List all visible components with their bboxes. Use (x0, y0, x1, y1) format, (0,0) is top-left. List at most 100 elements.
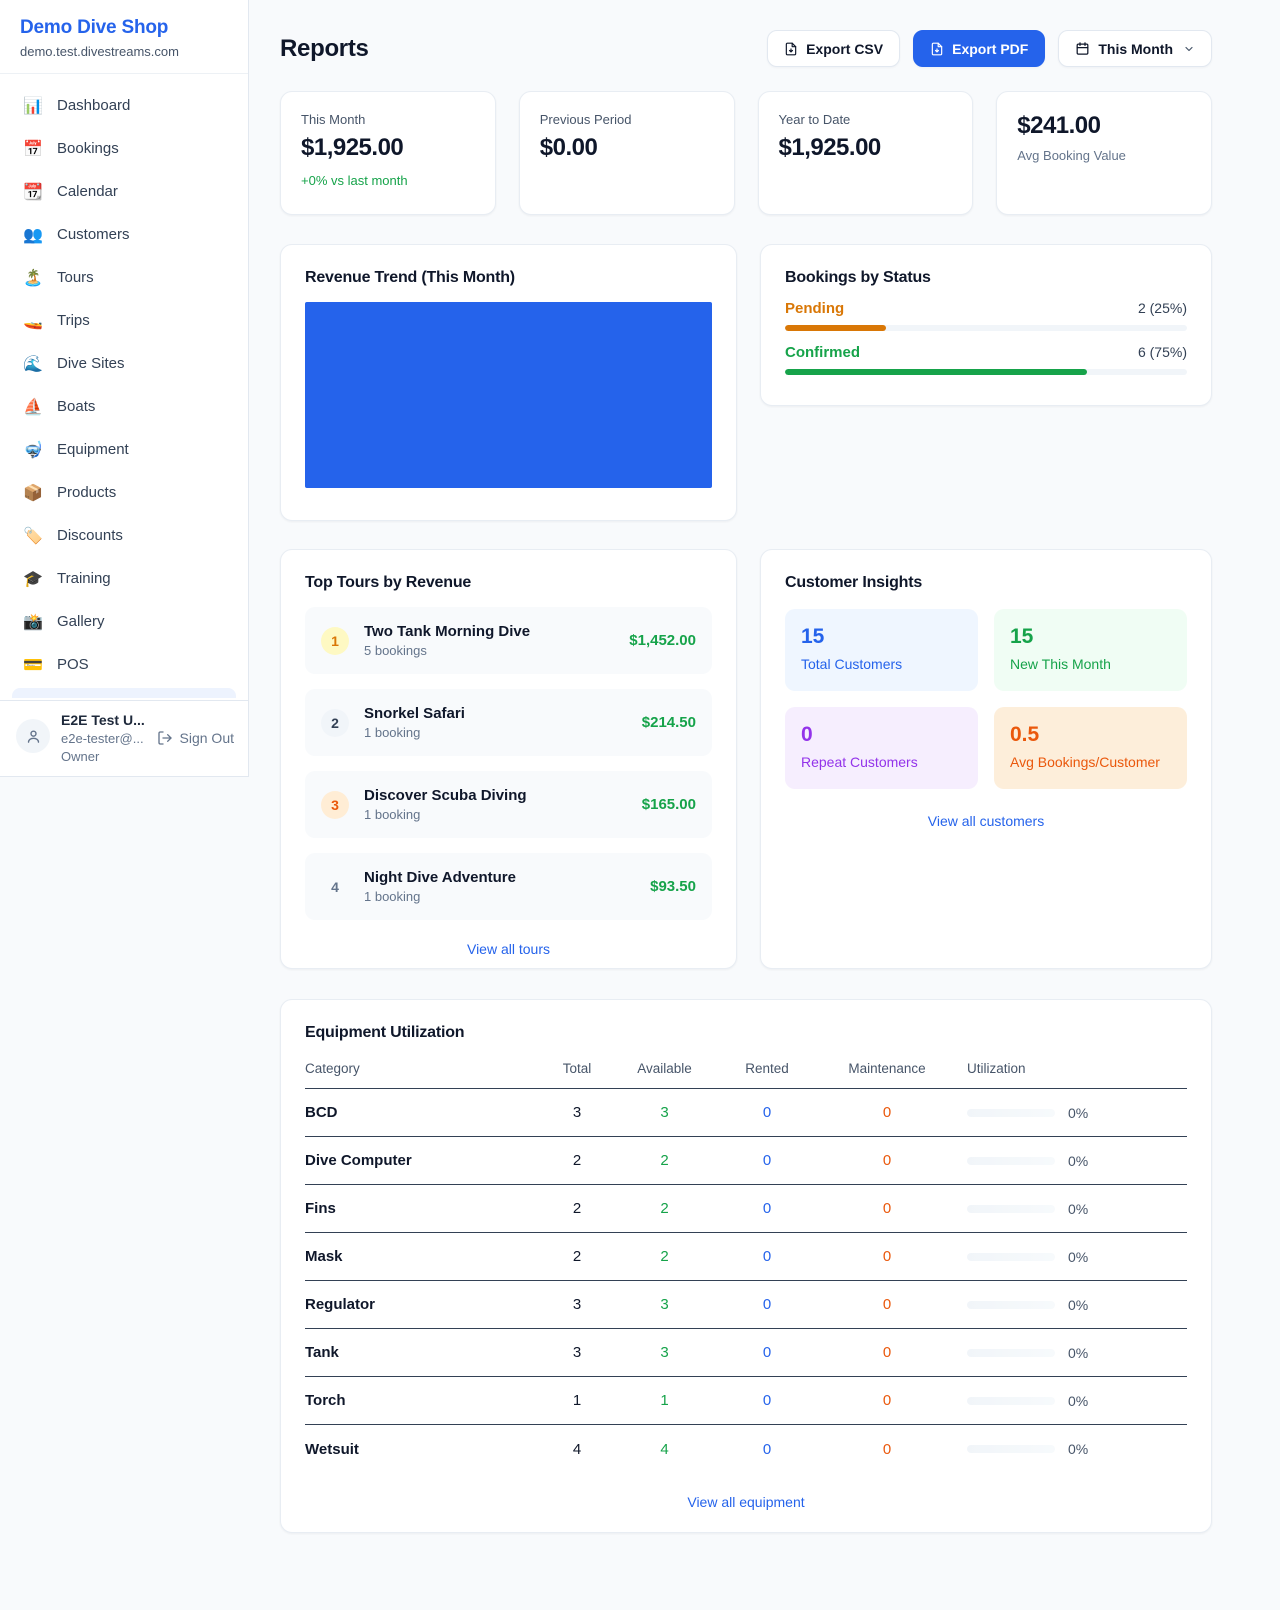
tour-name: Snorkel Safari (364, 705, 465, 722)
sign-out-button[interactable]: Sign Out (157, 730, 234, 746)
cell-utilization: 0% (957, 1393, 1187, 1409)
customer-insights-card: Customer Insights 15 Total Customers 15 … (760, 549, 1212, 969)
sidebar-item-discounts[interactable]: 🏷️ Discounts (12, 514, 236, 557)
period-label: This Month (1098, 40, 1173, 57)
view-all-tours-link[interactable]: View all tours (466, 941, 550, 957)
cell-available: 2 (660, 1200, 669, 1217)
tile-new-this-month: 15 New This Month (994, 609, 1187, 691)
sidebar-item-tours[interactable]: 🏝️ Tours (12, 256, 236, 299)
island-icon: 🏝️ (23, 268, 43, 287)
status-row-pending: Pending 2 (25%) (785, 300, 1187, 331)
sidebar-item-dashboard[interactable]: 📊 Dashboard (12, 84, 236, 127)
period-select[interactable]: This Month (1058, 30, 1212, 67)
sidebar-item-calendar[interactable]: 📆 Calendar (12, 170, 236, 213)
tile-value: 0.5 (1010, 723, 1040, 746)
table-row: Mask 2 2 0 0 0% (305, 1233, 1187, 1281)
sidebar-item-gallery[interactable]: 📸 Gallery (12, 600, 236, 643)
stat-value: $1,925.00 (301, 134, 404, 161)
stat-value: $241.00 (1017, 112, 1101, 139)
cell-category: Regulator (305, 1296, 376, 1313)
user-email: e2e-tester@... (61, 731, 144, 746)
cell-category: Torch (305, 1392, 346, 1409)
top-tours-card: Top Tours by Revenue 1 Two Tank Morning … (280, 549, 737, 969)
sidebar-item-products[interactable]: 📦 Products (12, 471, 236, 514)
rank-badge: 1 (321, 626, 349, 655)
label-tag-icon: 🏷️ (23, 526, 43, 545)
sidebar-item-boats[interactable]: ⛵ Boats (12, 385, 236, 428)
sidebar-item-label: Discounts (57, 527, 123, 544)
tile-label: Total Customers (801, 656, 903, 672)
utilization-bar (967, 1396, 1055, 1405)
tour-bookings: 5 bookings (364, 643, 427, 658)
sidebar-item-reports-partial[interactable] (12, 688, 236, 698)
cell-rented: 0 (762, 1152, 772, 1169)
export-pdf-label: Export PDF (952, 40, 1029, 57)
stat-card-avg-booking-value: $241.00 Avg Booking Value (996, 91, 1212, 215)
tile-label: Repeat Customers (801, 754, 918, 770)
cell-category: Mask (305, 1248, 343, 1265)
tour-name: Discover Scuba Diving (364, 787, 527, 804)
sidebar-item-trips[interactable]: 🚤 Trips (12, 299, 236, 342)
tour-revenue: $93.50 (650, 878, 696, 895)
export-csv-button[interactable]: Export CSV (767, 30, 901, 67)
rank-badge: 3 (321, 790, 349, 819)
cell-rented: 0 (762, 1440, 772, 1458)
tour-name: Night Dive Adventure (364, 869, 516, 886)
sidebar-item-equipment[interactable]: 🤿 Equipment (12, 428, 236, 471)
cell-utilization: 0% (957, 1249, 1187, 1265)
calendar-icon (1076, 42, 1089, 55)
revenue-trend-card: Revenue Trend (This Month) (280, 244, 737, 521)
rank-badge: 4 (331, 878, 339, 895)
sidebar-user-footer: E2E Test U... e2e-tester@... Owner Sign … (0, 700, 248, 776)
rank-badge: 2 (321, 708, 349, 737)
sidebar-item-label: Training (57, 570, 111, 587)
cell-rented: 0 (762, 1104, 772, 1121)
utilization-bar (967, 1445, 1055, 1453)
status-bar-fill (785, 325, 886, 331)
tile-repeat-customers: 0 Repeat Customers (785, 707, 978, 789)
cell-total: 1 (572, 1392, 582, 1409)
export-pdf-button[interactable]: Export PDF (913, 30, 1046, 67)
utilization-percent: 0% (1068, 1392, 1089, 1409)
sidebar-item-label: Equipment (57, 441, 129, 458)
sidebar-item-customers[interactable]: 👥 Customers (12, 213, 236, 256)
sidebar-item-dive-sites[interactable]: 🌊 Dive Sites (12, 342, 236, 385)
status-count: 2 (25%) (1137, 300, 1187, 316)
table-row: Wetsuit 4 4 0 0 0% (305, 1425, 1187, 1473)
cell-rented: 0 (762, 1392, 772, 1409)
sidebar-item-label: Gallery (57, 613, 105, 630)
sign-out-label: Sign Out (179, 730, 234, 746)
customer-insights-title: Customer Insights (785, 574, 923, 591)
calendar-date-icon: 📅 (23, 139, 43, 158)
stat-card-year-to-date: Year to Date $1,925.00 (757, 91, 974, 215)
stat-value: $1,925.00 (778, 134, 882, 161)
cell-category: Fins (305, 1200, 336, 1217)
cell-available: 3 (660, 1344, 669, 1361)
view-all-customers-link[interactable]: View all customers (927, 813, 1045, 829)
sailboat-icon: ⛵ (23, 397, 43, 416)
file-download-icon (931, 42, 943, 55)
tile-label: New This Month (1010, 656, 1111, 672)
table-header-row: Category Total Available Rented Maintena… (305, 1061, 1187, 1089)
tile-avg-bookings-customer: 0.5 Avg Bookings/Customer (994, 707, 1187, 789)
user-info: E2E Test U... e2e-tester@... Owner (61, 712, 145, 764)
avatar (16, 719, 50, 753)
tour-bookings: 1 booking (364, 725, 421, 740)
stat-label: This Month (301, 112, 366, 127)
table-row: Fins 2 2 0 0 0% (305, 1185, 1187, 1233)
sidebar-item-pos[interactable]: 💳 POS (12, 643, 236, 686)
view-all-equipment-link[interactable]: View all equipment (687, 1494, 805, 1510)
cell-rented: 0 (762, 1248, 772, 1265)
sidebar-item-training[interactable]: 🎓 Training (12, 557, 236, 600)
sidebar-item-bookings[interactable]: 📅 Bookings (12, 127, 236, 170)
equipment-utilization-card: Equipment Utilization Category Total Ava… (280, 999, 1212, 1533)
cell-rented: 0 (762, 1296, 772, 1313)
wave-icon: 🌊 (23, 354, 43, 373)
utilization-bar (967, 1156, 1055, 1165)
tile-total-customers: 15 Total Customers (785, 609, 978, 691)
table-row: Dive Computer 2 2 0 0 0% (305, 1137, 1187, 1185)
page-title: Reports (280, 34, 369, 62)
status-row-confirmed: Confirmed 6 (75%) (785, 344, 1187, 375)
cell-available: 3 (660, 1296, 669, 1313)
utilization-percent: 0% (1068, 1200, 1089, 1217)
